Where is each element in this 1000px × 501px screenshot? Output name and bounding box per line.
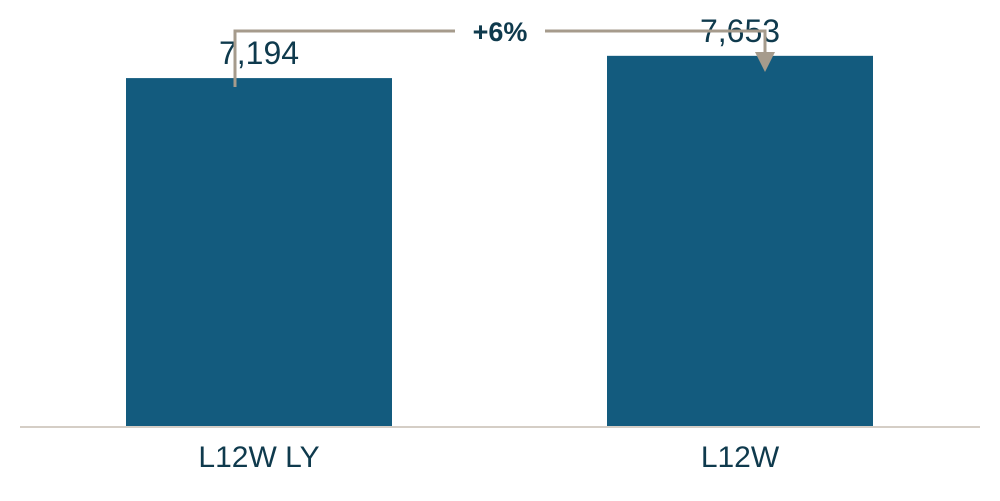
- arrow-down-icon: [755, 52, 775, 72]
- category-label-1: L12W: [701, 441, 780, 474]
- change-annotation: +6%: [233, 17, 775, 87]
- bars-layer: [126, 55, 873, 427]
- category-label-0: L12W LY: [198, 441, 319, 474]
- annotation-bracket: [233, 29, 767, 87]
- annotation-label: +6%: [473, 17, 528, 47]
- bar-0: [126, 78, 392, 427]
- bar-1: [607, 55, 873, 427]
- data-label-0: 7,194: [219, 35, 299, 71]
